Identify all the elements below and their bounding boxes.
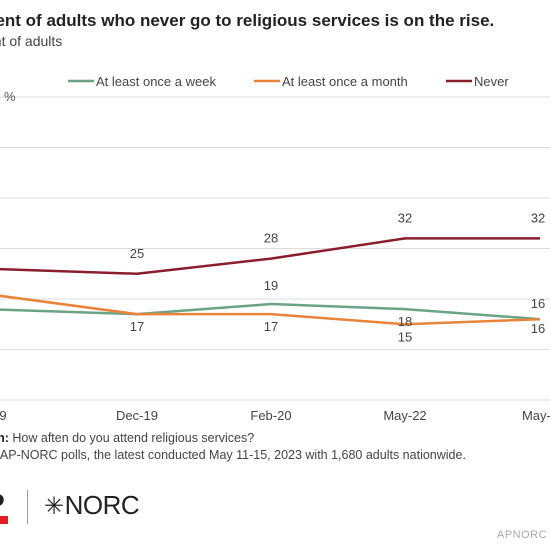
legend-label: At least once a month [282, 74, 408, 89]
series-line [0, 237, 540, 275]
legend-label: At least once a week [96, 74, 216, 89]
source-text: AP-NORC polls, the latest conducted May … [0, 448, 466, 462]
question-text: How aften do you attend religious servic… [12, 431, 255, 445]
data-label: 17 [264, 319, 278, 334]
series-line [0, 302, 541, 321]
data-label: 32 [398, 210, 412, 225]
question-label: ion: [0, 431, 9, 445]
x-tick-label: May-2 [522, 408, 550, 423]
x-tick-label: Dec-19 [116, 408, 158, 423]
ap-logo-accent [0, 516, 8, 524]
data-label: 17 [130, 319, 144, 334]
chart-notes: ion: How aften do you attend religious s… [0, 430, 550, 464]
question-note: ion: How aften do you attend religious s… [0, 430, 550, 447]
data-label: 28 [264, 231, 278, 246]
norc-star-icon: ✳ [44, 493, 64, 520]
chart-title: cent of adults who never go to religious… [0, 11, 495, 30]
credit: APNORC [497, 529, 548, 541]
norc-logo: ✳NORC [44, 490, 140, 521]
y-tick-label: % [4, 89, 16, 104]
x-tick-label: May-22 [383, 408, 426, 423]
chart-subtitle: ent of adults [0, 33, 63, 49]
x-tick-label: Feb-20 [250, 408, 291, 423]
data-label: 25 [130, 246, 144, 261]
ap-logo: P [0, 488, 5, 520]
series-line [0, 294, 541, 326]
norc-wordmark: NORC [64, 490, 140, 520]
data-label: 16 [531, 321, 545, 336]
line-chart: % At least once a week At least once a mon… [0, 74, 550, 423]
x-tick-label: y-19 [0, 408, 7, 423]
data-label: 16 [531, 296, 545, 311]
legend-label: Never [474, 74, 509, 89]
data-label: 19 [264, 278, 278, 293]
data-label: 18 [398, 314, 412, 329]
logo-divider [27, 490, 28, 524]
data-label: 15 [398, 329, 412, 344]
source-note: e: AP-NORC polls, the latest conducted M… [0, 447, 550, 464]
data-label: 32 [531, 210, 545, 225]
